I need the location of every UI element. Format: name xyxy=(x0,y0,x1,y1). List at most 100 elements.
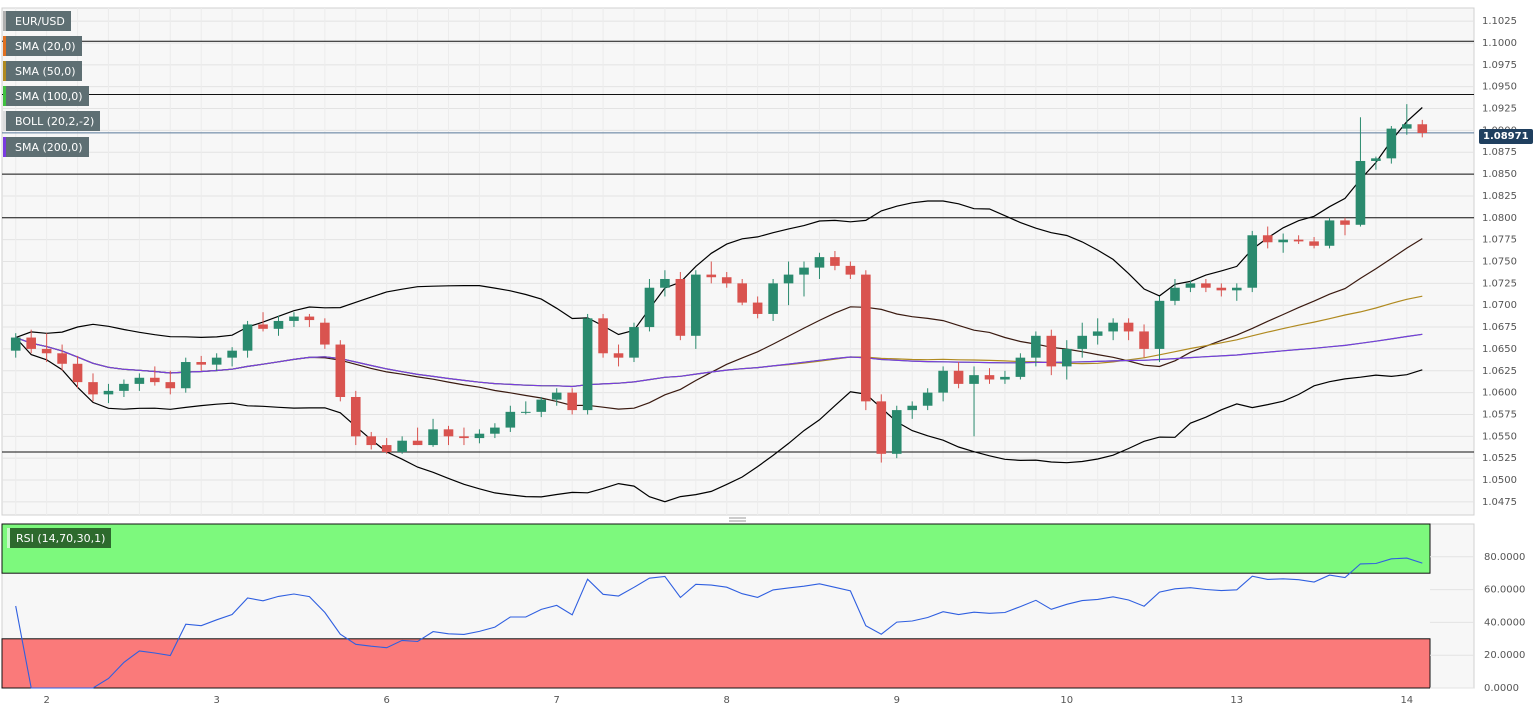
candle-body xyxy=(799,267,809,275)
price-axis: 1.10251.10001.09751.09501.09251.09001.08… xyxy=(1482,16,1517,508)
legend-item[interactable]: EUR/USD xyxy=(3,11,71,31)
candle-body xyxy=(1355,160,1366,225)
candle-body xyxy=(1402,124,1412,129)
candle-body xyxy=(1262,235,1273,243)
candles xyxy=(10,104,1428,463)
candle-body xyxy=(1092,331,1103,336)
candle-body xyxy=(582,318,593,411)
price-tick-label: 1.0725 xyxy=(1482,278,1517,289)
rsi-panel: 80.0000 60.0000 40.0000 20.0000 0.0000 xyxy=(1,523,1525,694)
candle-body xyxy=(335,344,346,397)
candle-body xyxy=(1061,348,1072,367)
candle-body xyxy=(57,353,67,364)
date-tick-label: 6 xyxy=(383,695,389,706)
boll-lower-line xyxy=(15,337,1423,503)
candle-body xyxy=(551,392,562,400)
candle-body xyxy=(1108,322,1118,332)
candle-body xyxy=(938,370,948,393)
candle-body xyxy=(1247,235,1258,288)
rsi-tick-label: 20.0000 xyxy=(1484,650,1525,661)
candle-body xyxy=(1386,128,1397,159)
candle-body xyxy=(1000,376,1010,380)
candle-body xyxy=(660,278,670,288)
candle-body xyxy=(567,392,577,411)
rsi-tick-label: 40.0000 xyxy=(1484,617,1525,628)
candle-body xyxy=(1015,357,1026,377)
support-resistance-lines xyxy=(2,40,1474,453)
price-tick-label: 1.0600 xyxy=(1482,388,1517,399)
price-tick-label: 1.0675 xyxy=(1482,322,1517,333)
candle-body xyxy=(381,445,392,453)
candle-body xyxy=(1031,335,1041,358)
price-tick-label: 1.0875 xyxy=(1482,147,1517,158)
price-tick-label: 1.0825 xyxy=(1482,191,1517,202)
candle-body xyxy=(752,302,763,314)
candle-body xyxy=(922,392,933,406)
legend-item[interactable]: SMA (200,0) xyxy=(3,137,89,157)
candle-body xyxy=(1278,239,1288,243)
candle-body xyxy=(706,274,717,278)
price-tick-label: 1.0500 xyxy=(1482,475,1517,486)
candle-body xyxy=(1077,335,1088,349)
legend-item[interactable]: SMA (20,0) xyxy=(3,36,82,56)
legend-item[interactable]: SMA (100,0) xyxy=(3,86,89,106)
time-axis: 23678910131415161720212223 xyxy=(43,695,1413,706)
price-tick-label: 1.0525 xyxy=(1482,453,1517,464)
candle-body xyxy=(304,316,315,321)
candle-body xyxy=(984,375,995,380)
sma-200-line xyxy=(15,333,1423,388)
candle-body xyxy=(1340,220,1350,225)
candle-body xyxy=(613,353,624,358)
rsi-tick-label: 80.0000 xyxy=(1484,552,1525,563)
date-tick-label: 8 xyxy=(724,695,730,706)
candle-body xyxy=(1123,322,1134,332)
candle-body xyxy=(737,283,747,303)
candle-body xyxy=(1216,287,1227,291)
candle-body xyxy=(443,429,454,437)
candle-body xyxy=(629,327,639,358)
candle-body xyxy=(721,277,732,284)
date-tick-label: 9 xyxy=(894,695,900,706)
candle-body xyxy=(428,429,438,446)
rsi-tick-label: 0.0000 xyxy=(1484,683,1519,694)
candle-body xyxy=(521,411,531,413)
candle-body xyxy=(320,322,330,345)
legend-item[interactable]: SMA (50,0) xyxy=(3,61,82,81)
candle-body xyxy=(88,382,98,395)
price-tick-label: 1.0925 xyxy=(1482,104,1517,115)
candle-body xyxy=(953,370,964,384)
price-tick-label: 1.0475 xyxy=(1482,497,1517,508)
price-tick-label: 1.0775 xyxy=(1482,235,1517,246)
candle-body xyxy=(1170,287,1180,301)
candle-body xyxy=(1371,158,1381,161)
date-tick-label: 7 xyxy=(554,695,560,706)
rsi-overbought-zone xyxy=(1,523,1431,574)
indicator-lines xyxy=(15,107,1423,503)
rsi-legend[interactable]: RSI (14,70,30,1) xyxy=(7,528,112,548)
candle-body xyxy=(891,410,902,454)
candle-body xyxy=(1154,300,1165,349)
candle-body xyxy=(10,337,21,351)
candle-body xyxy=(1324,220,1335,246)
date-tick-label: 13 xyxy=(1230,695,1243,706)
legend-item[interactable]: BOLL (20,2,-2) xyxy=(3,111,101,131)
candle-body xyxy=(1046,335,1057,367)
candle-body xyxy=(397,440,407,453)
candle-body xyxy=(861,274,871,402)
candle-body xyxy=(1139,331,1149,349)
candle-body xyxy=(227,350,237,358)
candle-body xyxy=(1201,283,1211,288)
candle-body xyxy=(273,320,284,329)
price-tick-label: 1.0750 xyxy=(1482,257,1517,268)
candle-body xyxy=(150,377,160,383)
candle-body xyxy=(830,257,840,266)
candle-body xyxy=(644,287,655,328)
candle-body xyxy=(1185,283,1196,288)
rsi-line xyxy=(15,557,1423,689)
price-tick-label: 1.0575 xyxy=(1482,409,1517,420)
candle-body xyxy=(103,390,114,395)
candle-body xyxy=(196,362,206,365)
candle-body xyxy=(72,363,83,383)
candle-body xyxy=(1293,239,1304,242)
